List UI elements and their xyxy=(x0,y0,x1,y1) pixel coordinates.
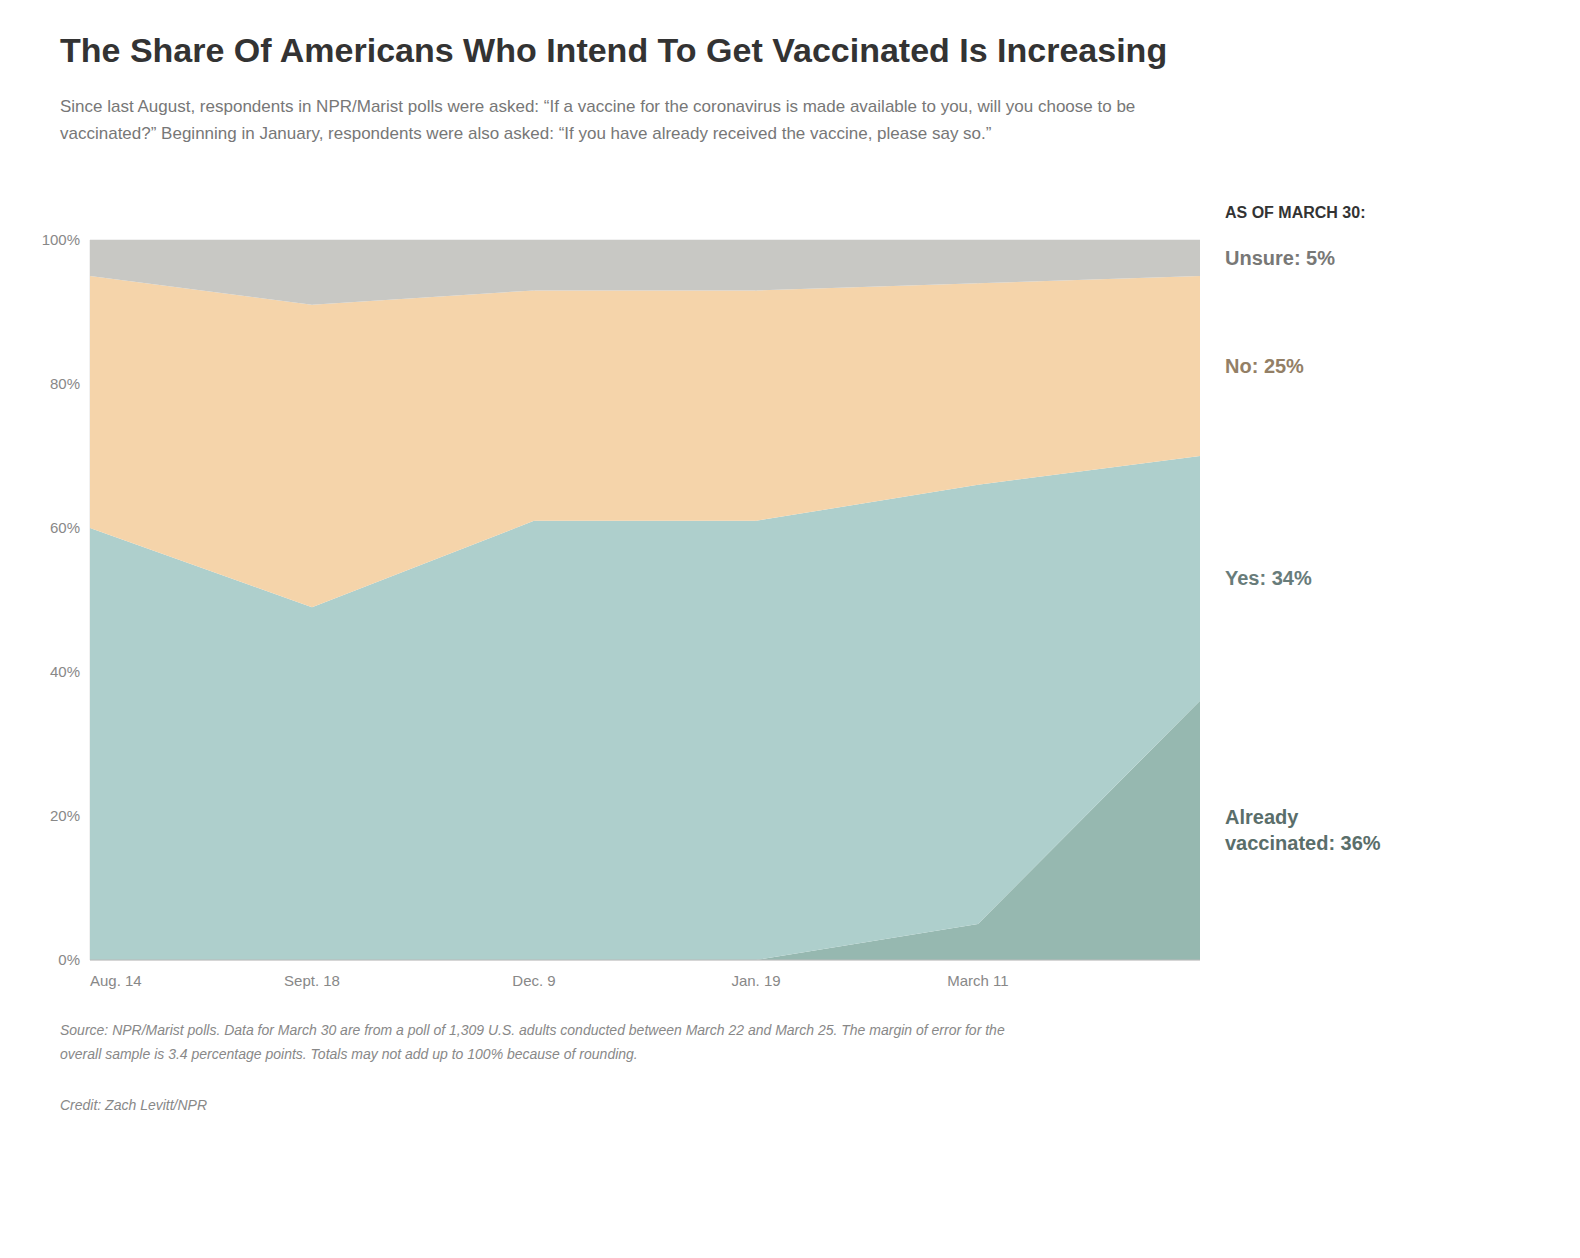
source: Source: NPR/Marist polls. Data for March… xyxy=(60,1022,1005,1062)
legend: AS OF MARCH 30: Already vaccinated: 36% Yes… xyxy=(1225,204,1381,854)
areas xyxy=(90,240,1200,960)
legend-entry-line: Yes: 34% xyxy=(1225,567,1312,589)
y-grid-line xyxy=(90,960,1200,961)
chart: The Share Of Americans Who Intend To Get… xyxy=(0,0,1580,1258)
legend-title: AS OF MARCH 30: xyxy=(1225,204,1365,221)
x-axis-line xyxy=(90,960,1200,961)
x-tick-label: March 11 xyxy=(947,972,1008,989)
legend-entry-line: Already xyxy=(1225,806,1299,828)
source-line: overall sample is 3.4 percentage points.… xyxy=(60,1046,638,1062)
axes: 0% 20% 40% 60% 80% 100% Aug. 14 Sept. 18 Dec. 9 J… xyxy=(42,231,1009,989)
y-tick-label: 40% xyxy=(50,663,80,680)
x-tick-label: Sept. 18 xyxy=(284,972,340,989)
y-tick-label: 20% xyxy=(50,807,80,824)
area xyxy=(90,276,1200,607)
legend-title-line: AS OF MARCH 30: xyxy=(1225,204,1365,221)
legend-entry: Unsure: 5% xyxy=(1225,247,1335,269)
legend-entry: No: 25% xyxy=(1225,355,1304,377)
title-line: The Share Of Americans Who Intend To Get… xyxy=(60,31,1167,69)
y-tick-label: 60% xyxy=(50,519,80,536)
y-tick-label: 0% xyxy=(58,951,80,968)
y-tick-label: 100% xyxy=(42,231,80,248)
credit: Credit: Zach Levitt/NPR xyxy=(60,1097,207,1113)
source-line: Source: NPR/Marist polls. Data for March… xyxy=(60,1022,1005,1038)
legend-entry-line: No: 25% xyxy=(1225,355,1304,377)
title: The Share Of Americans Who Intend To Get… xyxy=(60,31,1167,69)
grid xyxy=(90,240,1200,960)
credit-line: Credit: Zach Levitt/NPR xyxy=(60,1097,207,1113)
legend-entry: Yes: 34% xyxy=(1225,567,1312,589)
area xyxy=(90,240,1200,305)
legend-entry-line: vaccinated: 36% xyxy=(1225,832,1381,854)
legend-entry: Already vaccinated: 36% xyxy=(1225,806,1381,854)
subtitle-line: Since last August, respondents in NPR/Ma… xyxy=(60,97,1135,116)
y-tick-label: 80% xyxy=(50,375,80,392)
legend-entry-line: Unsure: 5% xyxy=(1225,247,1335,269)
x-tick-label: Aug. 14 xyxy=(90,972,142,989)
x-tick-label: Dec. 9 xyxy=(512,972,555,989)
subtitle: Since last August, respondents in NPR/Ma… xyxy=(60,97,1135,143)
x-tick-label: Jan. 19 xyxy=(731,972,780,989)
subtitle-line: vaccinated?” Beginning in January, respo… xyxy=(60,124,992,143)
